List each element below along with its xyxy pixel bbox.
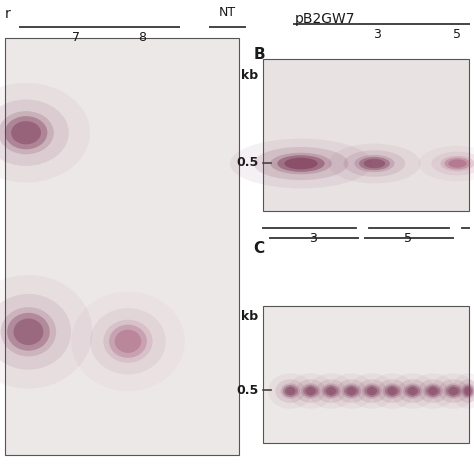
FancyBboxPatch shape: [263, 59, 469, 211]
FancyBboxPatch shape: [263, 306, 469, 443]
Ellipse shape: [428, 387, 438, 395]
Ellipse shape: [431, 152, 474, 175]
Text: 0.5: 0.5: [236, 156, 258, 169]
Ellipse shape: [463, 385, 474, 397]
Ellipse shape: [285, 387, 296, 395]
Ellipse shape: [377, 379, 407, 403]
Ellipse shape: [324, 385, 338, 397]
Ellipse shape: [309, 374, 354, 409]
Ellipse shape: [362, 383, 382, 399]
Ellipse shape: [270, 153, 332, 174]
Ellipse shape: [277, 155, 325, 172]
Ellipse shape: [446, 385, 461, 397]
Ellipse shape: [301, 383, 320, 399]
Ellipse shape: [328, 144, 421, 183]
Ellipse shape: [426, 385, 440, 397]
Ellipse shape: [303, 385, 318, 397]
Ellipse shape: [423, 383, 443, 399]
Ellipse shape: [103, 319, 153, 363]
Ellipse shape: [403, 383, 422, 399]
Ellipse shape: [281, 383, 300, 399]
Text: pB2GW7: pB2GW7: [294, 12, 355, 26]
Ellipse shape: [284, 158, 318, 169]
Ellipse shape: [349, 374, 394, 409]
Ellipse shape: [11, 121, 41, 145]
Ellipse shape: [109, 325, 147, 358]
Ellipse shape: [342, 383, 361, 399]
Ellipse shape: [390, 374, 435, 409]
Ellipse shape: [359, 157, 390, 170]
Ellipse shape: [7, 313, 50, 351]
Text: kb: kb: [241, 310, 258, 323]
Ellipse shape: [383, 383, 402, 399]
FancyBboxPatch shape: [5, 38, 239, 455]
Text: 8: 8: [138, 31, 146, 44]
Ellipse shape: [0, 307, 56, 356]
Ellipse shape: [230, 138, 372, 188]
Ellipse shape: [0, 83, 90, 182]
Ellipse shape: [405, 385, 420, 397]
Text: r: r: [5, 7, 10, 21]
Ellipse shape: [254, 147, 348, 180]
Ellipse shape: [410, 374, 456, 409]
Ellipse shape: [337, 379, 366, 403]
Ellipse shape: [465, 387, 472, 395]
Ellipse shape: [0, 275, 92, 389]
Ellipse shape: [296, 379, 326, 403]
Ellipse shape: [0, 100, 69, 166]
Ellipse shape: [346, 387, 357, 395]
Text: NT: NT: [219, 6, 236, 19]
Ellipse shape: [418, 146, 474, 181]
Ellipse shape: [444, 383, 463, 399]
Ellipse shape: [329, 374, 374, 409]
Text: 0.5: 0.5: [236, 383, 258, 397]
Ellipse shape: [448, 387, 459, 395]
Ellipse shape: [444, 157, 470, 170]
Ellipse shape: [370, 374, 415, 409]
Ellipse shape: [344, 150, 405, 177]
Ellipse shape: [316, 379, 346, 403]
Text: 5: 5: [454, 28, 461, 41]
Ellipse shape: [0, 294, 71, 370]
Ellipse shape: [0, 111, 54, 155]
Ellipse shape: [268, 374, 313, 409]
Ellipse shape: [90, 308, 166, 374]
Ellipse shape: [461, 383, 474, 399]
Ellipse shape: [438, 379, 468, 403]
Ellipse shape: [305, 387, 316, 395]
Ellipse shape: [5, 116, 47, 149]
Ellipse shape: [288, 374, 333, 409]
Ellipse shape: [357, 379, 387, 403]
Ellipse shape: [364, 159, 385, 168]
Text: 3: 3: [309, 232, 317, 245]
Ellipse shape: [431, 374, 474, 409]
Ellipse shape: [365, 385, 379, 397]
Text: C: C: [254, 241, 264, 256]
Ellipse shape: [387, 387, 398, 395]
Text: 3: 3: [373, 28, 381, 41]
Text: kb: kb: [241, 69, 258, 82]
Ellipse shape: [448, 159, 466, 168]
Ellipse shape: [440, 156, 474, 171]
Ellipse shape: [283, 385, 298, 397]
Ellipse shape: [321, 383, 341, 399]
Ellipse shape: [275, 379, 305, 403]
Ellipse shape: [418, 379, 448, 403]
Ellipse shape: [326, 387, 337, 395]
Text: 7: 7: [72, 31, 80, 44]
Text: 5: 5: [404, 232, 411, 245]
Ellipse shape: [398, 379, 428, 403]
Ellipse shape: [366, 387, 377, 395]
Ellipse shape: [13, 319, 43, 345]
Text: B: B: [254, 47, 265, 63]
Ellipse shape: [407, 387, 418, 395]
Ellipse shape: [344, 385, 359, 397]
Ellipse shape: [385, 385, 400, 397]
Ellipse shape: [457, 379, 474, 403]
Ellipse shape: [355, 155, 394, 172]
Ellipse shape: [452, 374, 474, 409]
Ellipse shape: [115, 330, 141, 353]
